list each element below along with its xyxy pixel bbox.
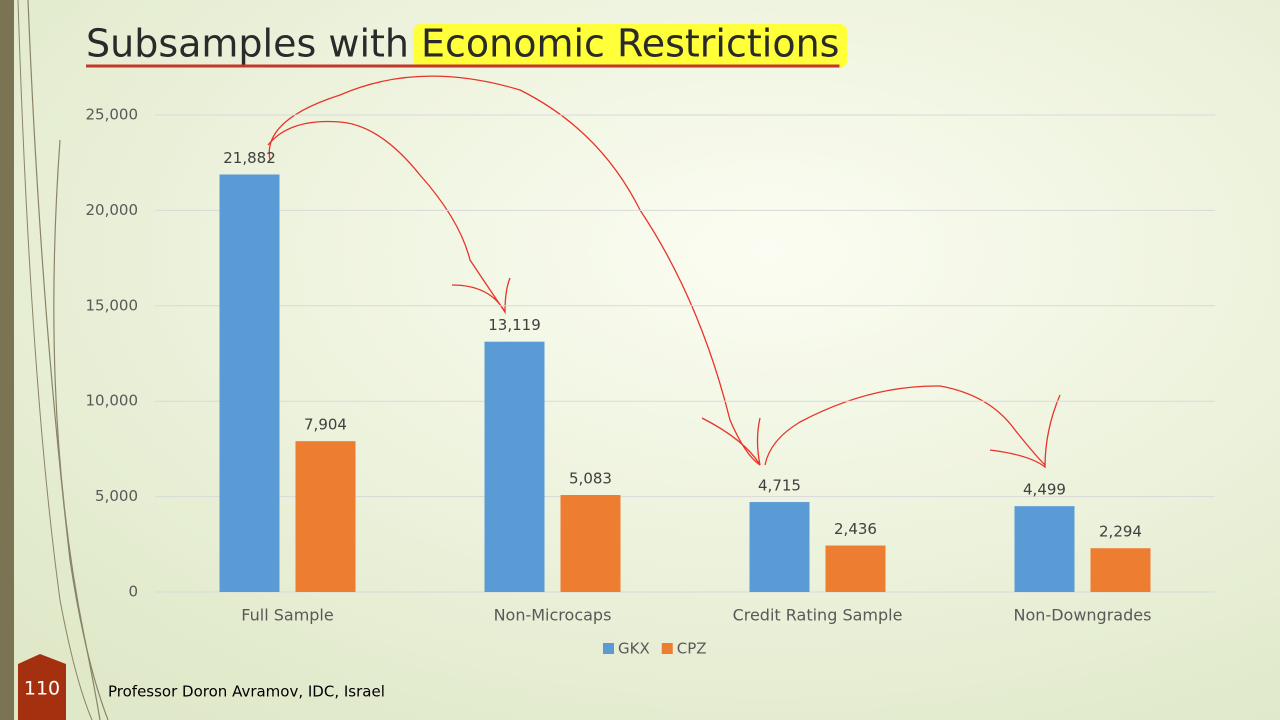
arrow bbox=[764, 385, 1046, 466]
data-label: 5,083 bbox=[569, 470, 612, 488]
data-label: 2,436 bbox=[834, 520, 877, 538]
title-highlight-box bbox=[412, 24, 848, 68]
bar bbox=[219, 174, 280, 592]
chart-title: Subsamples with bbox=[86, 22, 409, 66]
data-label: 21,882 bbox=[223, 149, 276, 167]
arrow-head bbox=[451, 277, 511, 315]
y-tick-label: 0 bbox=[128, 583, 138, 601]
arrow-head bbox=[989, 394, 1061, 469]
legend-swatch bbox=[603, 643, 614, 654]
data-label: 4,499 bbox=[1023, 481, 1066, 499]
y-tick-label: 5,000 bbox=[95, 487, 138, 505]
arrow bbox=[268, 75, 761, 466]
arrow bbox=[267, 120, 506, 313]
y-tick-label: 20,000 bbox=[86, 201, 139, 219]
annotations bbox=[267, 75, 1061, 469]
bar bbox=[560, 495, 621, 592]
bar bbox=[1090, 548, 1151, 592]
data-label: 7,904 bbox=[304, 416, 347, 434]
y-tick-label: 10,000 bbox=[86, 392, 139, 410]
x-tick-label: Non-Downgrades bbox=[1014, 606, 1152, 625]
decor-curve bbox=[53, 139, 101, 720]
bar bbox=[484, 341, 545, 592]
chart-title-highlight: Economic Restrictions bbox=[421, 22, 839, 66]
data-label: 13,119 bbox=[488, 316, 541, 334]
y-tick-label: 15,000 bbox=[86, 296, 139, 314]
bar bbox=[825, 545, 886, 592]
bar bbox=[295, 441, 356, 592]
title-group: Subsamples with Economic Restrictions bbox=[86, 22, 848, 68]
arrow-head bbox=[701, 417, 761, 466]
x-tick-label: Full Sample bbox=[241, 606, 333, 625]
slide-number: 110 bbox=[24, 678, 60, 700]
legend-label: CPZ bbox=[677, 640, 707, 658]
side-band bbox=[0, 0, 14, 720]
footer: Professor Doron Avramov, IDC, Israel bbox=[108, 683, 385, 701]
bar bbox=[1014, 506, 1075, 592]
legend-swatch bbox=[661, 643, 673, 654]
bar bbox=[749, 502, 810, 592]
y-tick-label: 25,000 bbox=[86, 106, 139, 124]
decor-curve bbox=[17, 0, 93, 720]
legend-label: GKX bbox=[618, 640, 650, 658]
slide-number-box bbox=[18, 654, 66, 720]
x-tick-label: Credit Rating Sample bbox=[733, 606, 903, 625]
x-tick-label: Non-Microcaps bbox=[494, 606, 612, 625]
data-label: 4,715 bbox=[758, 477, 801, 495]
data-label: 2,294 bbox=[1099, 523, 1142, 541]
